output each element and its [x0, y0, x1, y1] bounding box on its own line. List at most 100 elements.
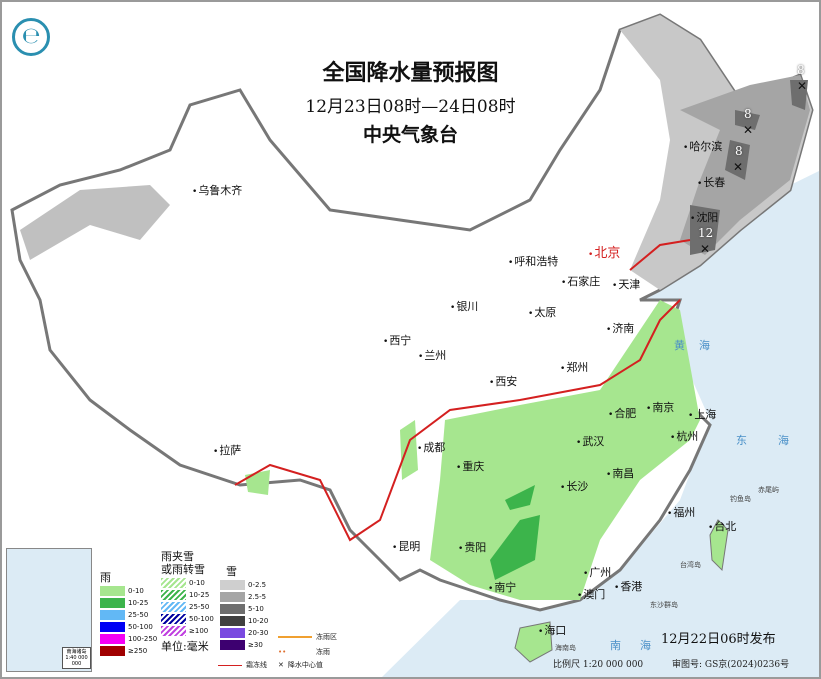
- legend-snow-title: 雪: [226, 565, 237, 578]
- legend-swatch: [161, 625, 186, 636]
- map-title: 全国降水量预报图: [322, 60, 499, 86]
- south-china-sea-inset: 南海诸岛 1:40 000 000: [6, 548, 92, 672]
- publish-time: 12月22日06时发布: [661, 632, 776, 647]
- legend-label: 0-2.5: [248, 580, 267, 589]
- legend-label: 0-10: [189, 578, 205, 587]
- city-label: 成都: [417, 441, 445, 456]
- legend-rain: 雨 0-10 10-25 25-50 50-100 100-250 ≥250: [100, 571, 157, 656]
- legend-swatch: [100, 633, 125, 644]
- snow-center-value: 12: [698, 226, 714, 240]
- island-label: 台湾岛: [680, 561, 701, 569]
- legend-row: 0-10: [161, 577, 214, 588]
- legend-swatch: [220, 591, 245, 602]
- legend-swatch: [220, 579, 245, 590]
- island-label: 海南岛: [555, 644, 576, 652]
- city-label: 济南: [606, 322, 634, 337]
- city-label: 南京: [646, 401, 674, 416]
- legend-label: 5-10: [248, 604, 264, 613]
- legend-row: 0-2.5: [220, 579, 268, 590]
- sea-label: 海: [778, 434, 789, 447]
- city-label: 太原: [528, 306, 556, 321]
- legend-label: ≥30: [248, 640, 263, 649]
- inset-caption: 南海诸岛 1:40 000 000: [62, 647, 91, 669]
- legend-swatch: [161, 577, 186, 588]
- city-label: 哈尔滨: [683, 140, 722, 155]
- legend-label: 降水中心值: [287, 661, 323, 669]
- rain-area: [430, 300, 700, 600]
- legend-label: 0-10: [128, 586, 144, 595]
- legend-row: 0-10: [100, 585, 157, 596]
- snow-center-value: 8: [797, 63, 805, 77]
- legend-label: 25-50: [128, 610, 149, 619]
- city-label: 福州: [667, 506, 695, 521]
- legend-row: 50-100: [100, 621, 157, 632]
- center-x-icon: ✕: [700, 242, 711, 256]
- city-label: 长沙: [560, 480, 588, 495]
- island-label: 钓鱼岛: [730, 495, 751, 503]
- city-label: 贵阳: [458, 541, 486, 556]
- rain-snow-line: [234, 299, 681, 542]
- legend-sleet: 雨夹雪 或雨转雪 0-10 10-25 25-50 50-100 ≥100 单位:毫米: [161, 550, 214, 653]
- legend-label: 50-100: [128, 622, 153, 631]
- legend-swatch: [100, 609, 125, 620]
- city-label: 海口: [538, 624, 566, 639]
- legend-label: 霜冻线: [246, 661, 267, 669]
- center-x-icon: ✕: [743, 123, 754, 137]
- legend-freezing-rain: •• 冻雨: [278, 648, 330, 656]
- center-x-icon: ✕: [733, 160, 744, 174]
- sea-label: 黄: [674, 339, 685, 352]
- legend-swatch: [100, 645, 125, 656]
- legend-swatch: [161, 601, 186, 612]
- city-label: 北京: [588, 246, 620, 263]
- legend-sleet-title-2: 或雨转雪: [161, 563, 205, 576]
- legend-label: ≥100: [189, 626, 209, 635]
- city-label: 台北: [708, 520, 736, 535]
- legend-row: 25-50: [161, 601, 214, 612]
- city-label: 西宁: [383, 334, 411, 349]
- city-label: 澳门: [577, 588, 605, 603]
- city-label: 天津: [612, 278, 640, 293]
- legend-row: 100-250: [100, 633, 157, 644]
- city-label: 广州: [583, 566, 611, 581]
- legend-swatch: [100, 621, 125, 632]
- sea-label: 海: [699, 339, 710, 352]
- island-label: 赤尾屿: [758, 486, 779, 494]
- ocean: [380, 170, 821, 679]
- sea-label: 南: [610, 639, 621, 652]
- city-label: 沈阳: [690, 211, 718, 226]
- legend-row: 10-25: [161, 589, 214, 600]
- legend-row: ≥250: [100, 645, 157, 656]
- sea-label: 海: [640, 639, 651, 652]
- snow-area-heavy: [690, 80, 808, 255]
- legend-snow: 雪 0-2.5 2.5-5 5-10 10-20 20-30 ≥30: [220, 565, 268, 650]
- legend-row: 10-20: [220, 615, 268, 626]
- legend-label: ≥250: [128, 646, 148, 655]
- legend-sleet-title: 雨夹雪: [161, 550, 194, 563]
- city-label: 上海: [688, 408, 716, 423]
- inset-title: 南海诸岛: [66, 649, 87, 655]
- city-label: 昆明: [392, 540, 420, 555]
- map-scale: 比例尺 1:20 000 000: [553, 660, 644, 670]
- city-label: 西安: [489, 375, 517, 390]
- island-label: 东沙群岛: [650, 601, 678, 609]
- legend-label: 100-250: [128, 634, 158, 643]
- legend-label: 50-100: [189, 614, 214, 623]
- city-label: 石家庄: [561, 275, 600, 290]
- sea-label: 东: [736, 434, 747, 447]
- legend-center-value: ✕ 降水中心值: [278, 661, 323, 669]
- city-label: 银川: [450, 300, 478, 315]
- legend-swatch: [220, 603, 245, 614]
- legend-label: 10-25: [128, 598, 149, 607]
- city-label: 香港: [614, 580, 642, 595]
- legend-label: 10-20: [248, 616, 269, 625]
- rain-area-moderate: [490, 485, 540, 580]
- legend-label: 20-30: [248, 628, 269, 637]
- city-label: 重庆: [456, 460, 484, 475]
- legend-row: 2.5-5: [220, 591, 268, 602]
- forecast-period: 12月23日08时—24日08时: [305, 97, 516, 117]
- rain-area-lhasa: [245, 420, 418, 495]
- legend-swatch: [161, 589, 186, 600]
- city-label: 杭州: [670, 430, 698, 445]
